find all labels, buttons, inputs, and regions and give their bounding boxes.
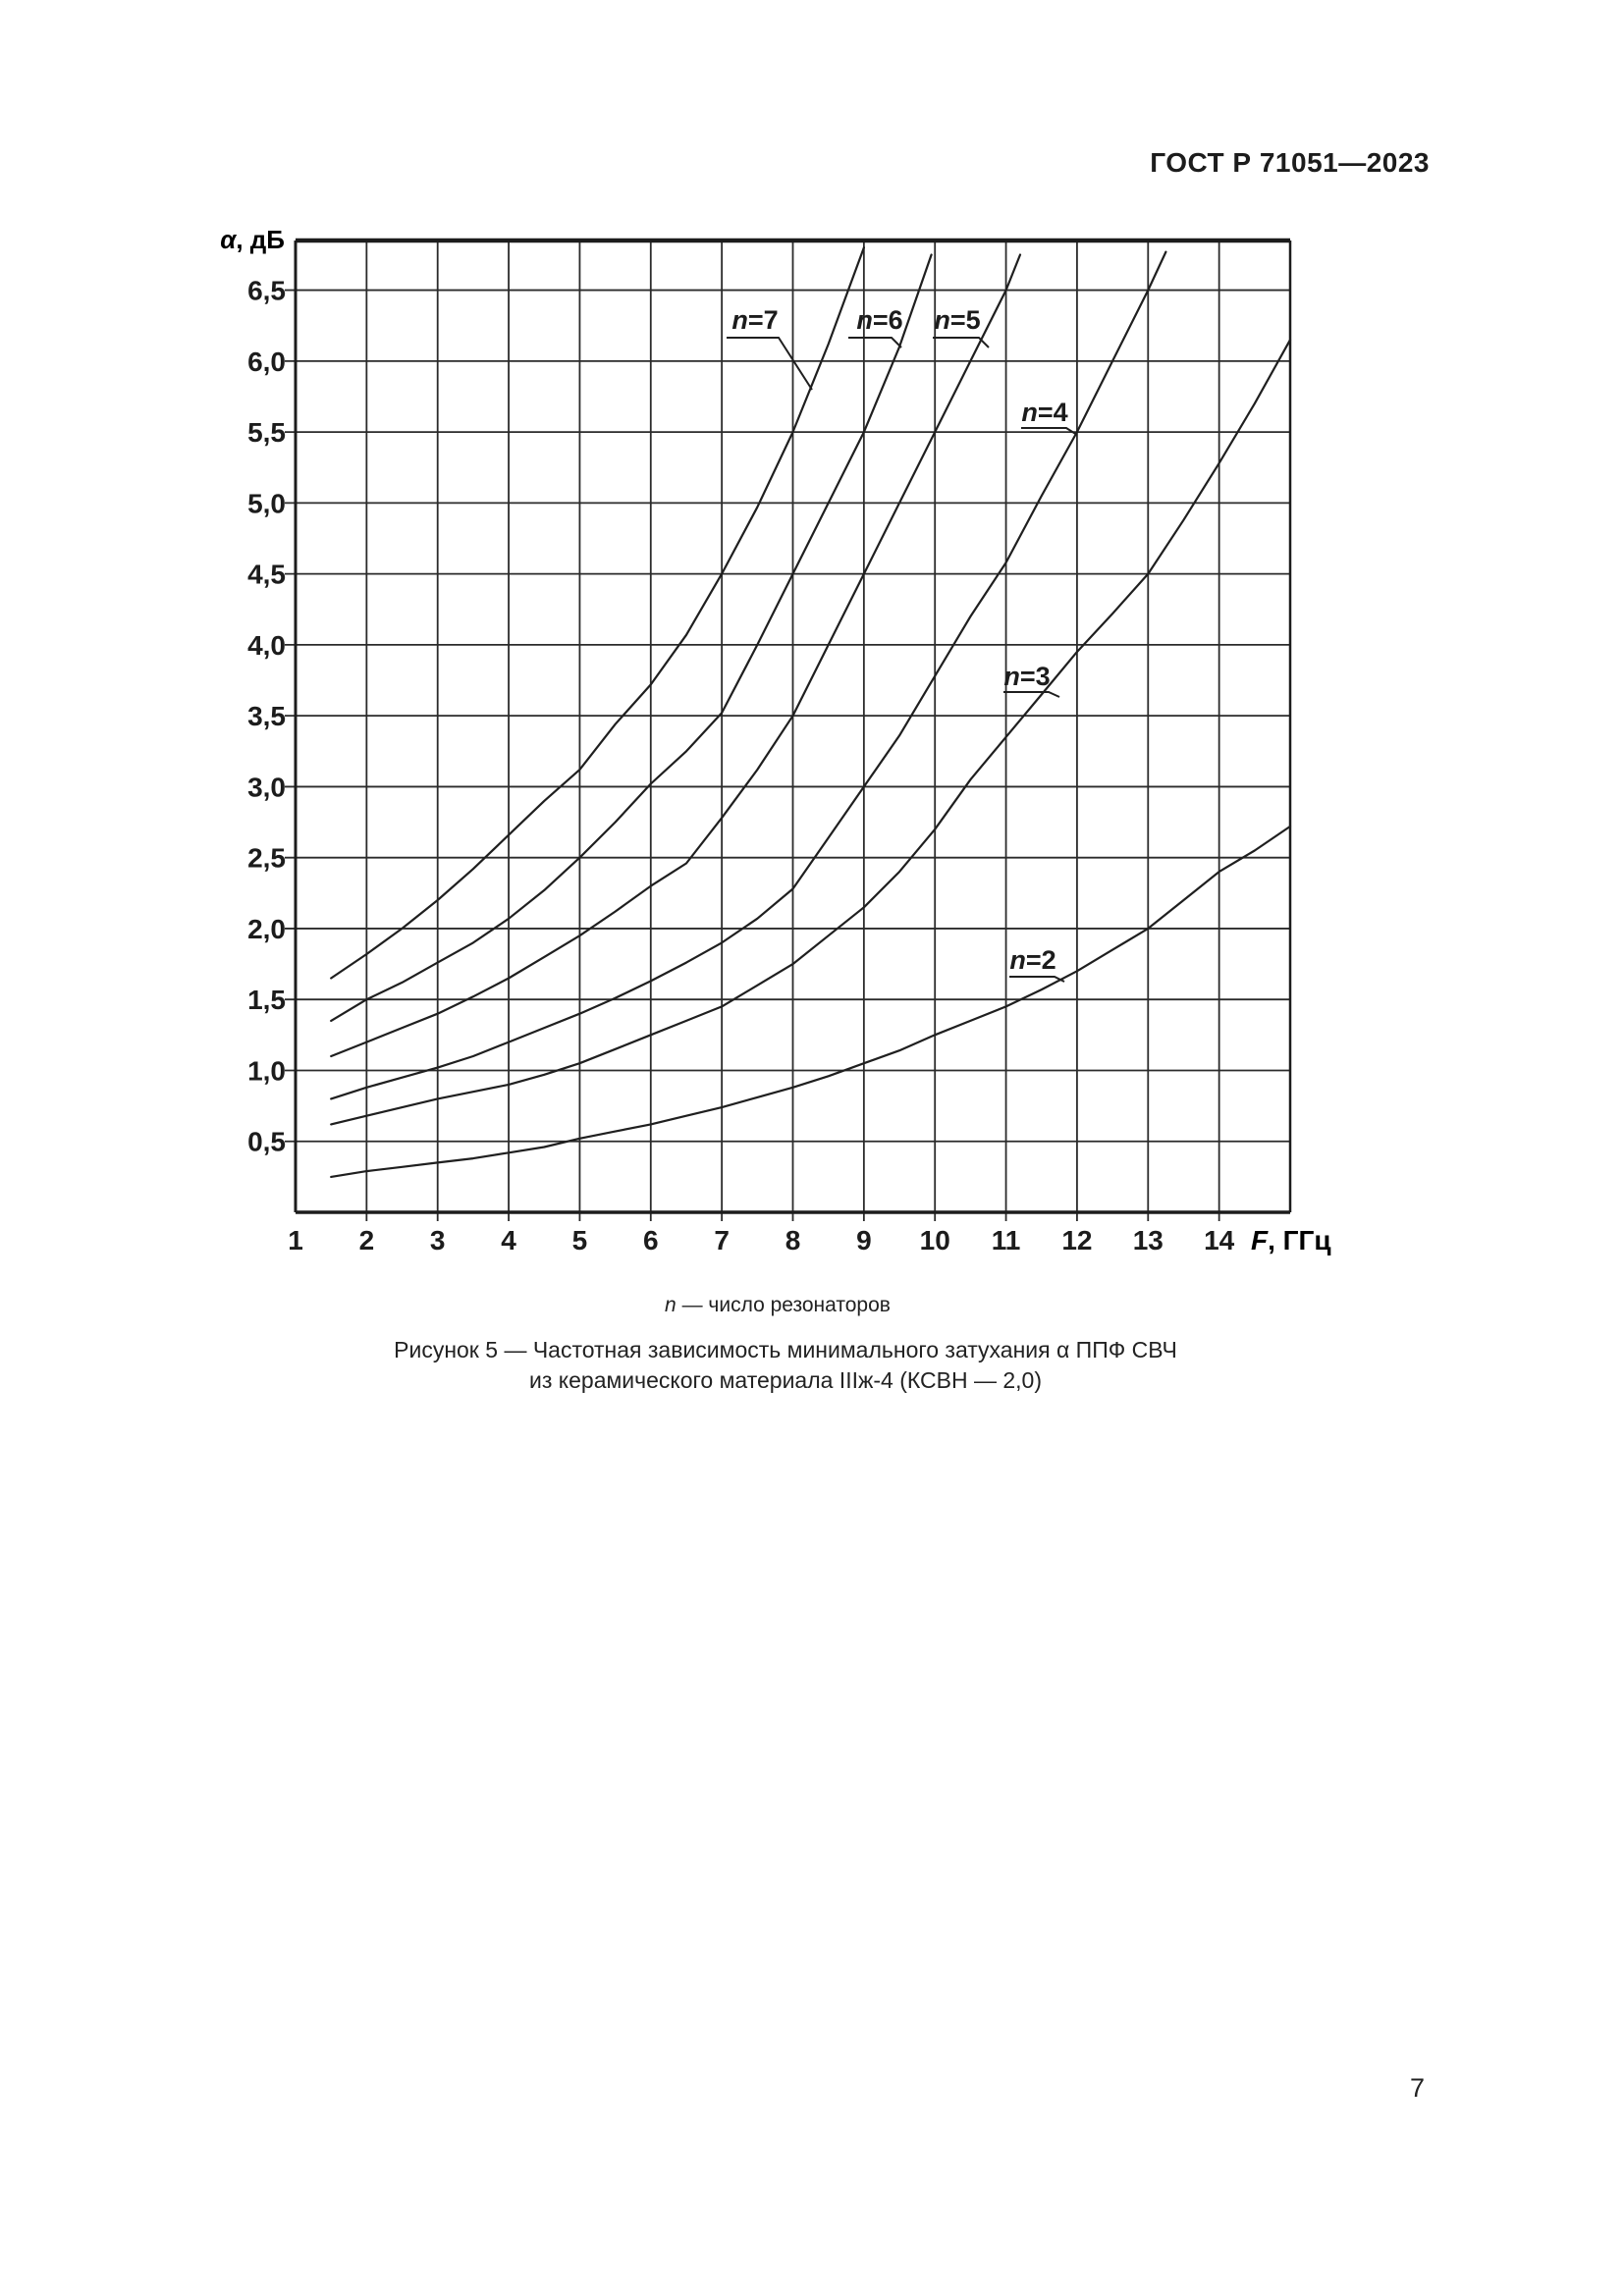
x-tick-label: 14 [1204, 1225, 1235, 1255]
y-tick-label: 5,5 [247, 417, 286, 448]
series-label-n5: n=5 [934, 305, 980, 335]
curve-n7 [330, 246, 866, 980]
curve-n2 [330, 825, 1292, 1179]
callout-n5 [933, 337, 990, 348]
legend-note-text: — число резонаторов [676, 1294, 891, 1316]
series-labels: n=7 n=6 n=5 n=4 n=3 n=2 [731, 305, 1067, 975]
attenuation-curves [330, 246, 1292, 1179]
callout-n7 [727, 337, 813, 391]
callout-n2 [1009, 976, 1065, 983]
plot-frame [294, 238, 1292, 1214]
x-axis-title: F, ГГц [1251, 1225, 1331, 1255]
page-number: 7 [1410, 2073, 1426, 2103]
y-tick-label: 4,0 [247, 630, 286, 661]
curve-n5 [330, 253, 1022, 1058]
callout-n6 [848, 337, 902, 348]
y-tick-label: 3,5 [247, 701, 286, 731]
x-tick-label: 1 [288, 1225, 303, 1255]
x-tick-label: 12 [1061, 1225, 1092, 1255]
x-tick-label: 6 [643, 1225, 659, 1255]
axis-tick-labels: 0,5 1,0 1,5 2,0 2,5 3,0 3,5 4,0 4,5 5,0 5,5 6,0 6,5 1… [247, 276, 1235, 1255]
curve-n3 [330, 339, 1292, 1126]
series-label-n4: n=4 [1021, 398, 1067, 427]
y-axis-title: α, дБ [220, 225, 285, 254]
series-label-callouts [727, 337, 1078, 983]
y-tick-label: 2,5 [247, 843, 286, 874]
figure-5-chart: 0,5 1,0 1,5 2,0 2,5 3,0 3,5 4,0 4,5 5,0 5,5 6,0 6,5 1… [220, 225, 1331, 1255]
x-tick-label: 10 [920, 1225, 950, 1255]
x-tick-label: 5 [572, 1225, 588, 1255]
series-label-n2: n=2 [1009, 945, 1056, 975]
series-label-n6: n=6 [856, 305, 902, 335]
y-tick-label: 0,5 [247, 1127, 286, 1157]
x-tick-label: 8 [785, 1225, 801, 1255]
y-tick-label: 3,0 [247, 772, 286, 802]
curve-n4 [330, 250, 1167, 1100]
y-tick-label: 1,0 [247, 1055, 286, 1086]
x-tick-label: 3 [430, 1225, 446, 1255]
x-tick-label: 13 [1133, 1225, 1164, 1255]
series-label-n3: n=3 [1003, 662, 1050, 691]
y-tick-label: 6,0 [247, 347, 286, 377]
gridlines [285, 240, 1290, 1221]
callout-n4 [1021, 427, 1078, 436]
series-label-n7: n=7 [731, 305, 778, 335]
legend-note-variable: n [665, 1294, 677, 1316]
figure-caption-line-1: Рисунок 5 — Частотная зависимость минима… [394, 1337, 1177, 1362]
x-tick-label: 4 [501, 1225, 516, 1255]
y-tick-label: 2,0 [247, 914, 286, 944]
figure-legend-note: n — число резонаторов [0, 1294, 1563, 1317]
y-tick-label: 1,5 [247, 985, 286, 1015]
x-tick-label: 7 [714, 1225, 730, 1255]
document-header: ГОСТ Р 71051—2023 [1150, 147, 1430, 178]
figure-caption-line-2: из керамического материала IIIж-4 (КСВН … [529, 1367, 1042, 1393]
y-tick-label: 6,5 [247, 276, 286, 306]
x-tick-label: 9 [856, 1225, 872, 1255]
attenuation-vs-frequency-plot: 0,5 1,0 1,5 2,0 2,5 3,0 3,5 4,0 4,5 5,0 5,5 6,0 6,5 1… [220, 225, 1331, 1255]
y-tick-label: 5,0 [247, 488, 286, 518]
y-tick-label: 4,5 [247, 560, 286, 590]
curve-n6 [330, 253, 933, 1023]
callout-n3 [1003, 691, 1060, 698]
x-tick-label: 2 [359, 1225, 375, 1255]
x-tick-label: 11 [992, 1225, 1021, 1255]
